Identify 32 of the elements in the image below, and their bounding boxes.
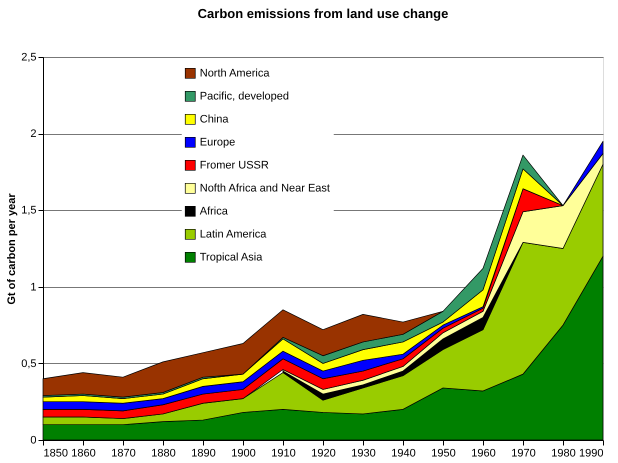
y-tick-label: 1,5 bbox=[21, 204, 36, 217]
x-tick-label: 1990 bbox=[579, 448, 604, 460]
y-axis-title: Gt of carbon per year bbox=[6, 192, 18, 305]
y-tick-label: 0 bbox=[30, 434, 36, 446]
legend-label: China bbox=[200, 113, 230, 126]
x-tick-label: 1910 bbox=[271, 448, 296, 460]
y-tick-label: 2 bbox=[30, 128, 36, 140]
x-tick-label: 1920 bbox=[311, 448, 336, 460]
x-tick-label: 1950 bbox=[431, 448, 456, 460]
legend-label: Fromer USSR bbox=[200, 159, 269, 172]
x-tick-label: 1890 bbox=[191, 448, 216, 460]
legend-label: Europe bbox=[200, 136, 236, 148]
legend-label: Tropical Asia bbox=[200, 251, 264, 264]
y-tick-label: 2,5 bbox=[21, 52, 36, 64]
x-tick-label: 1900 bbox=[231, 448, 256, 460]
x-tick-label: 1850 bbox=[44, 448, 68, 460]
legend-label: Latin America bbox=[200, 228, 268, 240]
y-tick-label: 1 bbox=[30, 281, 36, 294]
x-tick-label: 1860 bbox=[71, 448, 96, 460]
chart-title: Carbon emissions from land use change bbox=[198, 6, 448, 21]
legend-label: Nofth Africa and Near East bbox=[200, 182, 330, 194]
y-tick-label: 0,5 bbox=[21, 358, 36, 370]
legend-label: Pacific, developed bbox=[200, 90, 290, 102]
x-tick-label: 1930 bbox=[351, 448, 376, 460]
x-tick-label: 1970 bbox=[511, 448, 536, 460]
legend-label: North America bbox=[200, 67, 270, 80]
x-tick-label: 1940 bbox=[391, 448, 416, 460]
x-tick-label: 1880 bbox=[151, 448, 176, 460]
legend-label: Africa bbox=[200, 205, 229, 218]
x-tick-label: 1980 bbox=[551, 448, 576, 460]
x-tick-label: 1870 bbox=[111, 448, 136, 460]
x-tick-label: 1960 bbox=[471, 448, 496, 460]
